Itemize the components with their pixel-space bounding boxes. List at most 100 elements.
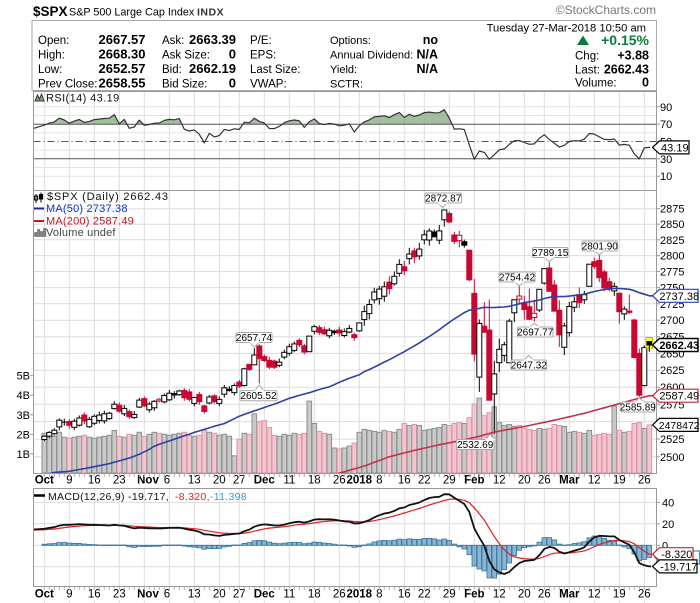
svg-text:20: 20 (662, 519, 674, 531)
svg-text:12: 12 (493, 475, 506, 487)
svg-text:22: 22 (418, 475, 431, 487)
svg-text:Feb: Feb (464, 475, 484, 487)
svg-text:0: 0 (642, 76, 649, 90)
svg-text:+0.15%: +0.15% (601, 32, 649, 48)
svg-text:20: 20 (518, 475, 531, 487)
svg-text:26: 26 (538, 475, 551, 487)
svg-text:no: no (423, 33, 439, 47)
svg-text:11: 11 (283, 475, 295, 487)
svg-text:2605.52: 2605.52 (240, 391, 277, 402)
svg-text:Oct: Oct (35, 475, 54, 487)
svg-text:Last Size:: Last Size: (250, 64, 301, 76)
svg-text:12: 12 (588, 589, 601, 601)
svg-text:EPS:: EPS: (250, 50, 276, 62)
svg-text:26: 26 (333, 589, 346, 601)
svg-text:18: 18 (308, 589, 321, 601)
svg-text:N/A: N/A (416, 62, 438, 76)
svg-text:-8.320,: -8.320, (175, 491, 210, 503)
svg-text:2B: 2B (17, 429, 30, 441)
svg-text:10: 10 (660, 171, 672, 183)
svg-text:27: 27 (233, 475, 246, 487)
svg-text:26: 26 (538, 589, 551, 601)
svg-text:26: 26 (333, 475, 346, 487)
svg-text:2532.69: 2532.69 (457, 440, 494, 451)
svg-text:Tuesday 27-Mar-2018 10:50 am: Tuesday 27-Mar-2018 10:50 am (487, 23, 646, 35)
svg-text:RSI(14) 43.19: RSI(14) 43.19 (46, 93, 120, 105)
svg-text:2754.42: 2754.42 (499, 273, 536, 284)
svg-text:-11.398: -11.398 (210, 491, 247, 503)
svg-text:High:: High: (38, 50, 65, 62)
svg-text:16: 16 (88, 475, 101, 487)
svg-text:2700: 2700 (660, 315, 684, 327)
svg-text:-8.320: -8.320 (661, 549, 692, 561)
svg-text:Low:: Low: (38, 64, 62, 76)
svg-text:Chg:: Chg: (575, 51, 599, 63)
svg-text:+3.88: +3.88 (617, 49, 649, 63)
svg-text:2662.43: 2662.43 (659, 340, 699, 352)
svg-text:9: 9 (66, 475, 72, 487)
svg-text:Ask Size:: Ask Size: (162, 50, 210, 62)
svg-text:12: 12 (588, 475, 601, 487)
svg-text:INDX: INDX (197, 7, 224, 19)
svg-text:2667.57: 2667.57 (99, 32, 146, 47)
svg-text:3B: 3B (17, 410, 30, 422)
svg-text:2662.19: 2662.19 (189, 61, 236, 76)
svg-text:43.19: 43.19 (661, 142, 689, 154)
svg-text:29: 29 (443, 589, 456, 601)
svg-text:VWAP:: VWAP: (250, 79, 287, 91)
svg-text:4B: 4B (17, 390, 30, 402)
svg-text:27: 27 (233, 589, 246, 601)
svg-text:1B: 1B (17, 449, 30, 461)
svg-text:2800: 2800 (660, 251, 684, 263)
svg-text:16: 16 (398, 475, 411, 487)
svg-text:23: 23 (113, 475, 126, 487)
svg-text:Dec: Dec (254, 475, 276, 487)
svg-text:Volume undef: Volume undef (46, 227, 116, 239)
svg-text:$SPX: $SPX (33, 4, 68, 19)
svg-text:Bid Size:: Bid Size: (162, 79, 207, 91)
svg-text:2789.15: 2789.15 (532, 248, 569, 259)
svg-text:2872.87: 2872.87 (425, 194, 462, 205)
svg-text:MA(50) 2737.38: MA(50) 2737.38 (46, 203, 128, 215)
svg-text:2801.90: 2801.90 (582, 242, 619, 253)
svg-text:2775: 2775 (660, 267, 684, 279)
svg-text:8: 8 (376, 589, 382, 601)
svg-text:P/E:: P/E: (250, 35, 272, 47)
svg-text:2587.49: 2587.49 (659, 391, 699, 403)
svg-text:5B: 5B (17, 371, 30, 383)
svg-text:MACD(12,26,9) -19.717,: MACD(12,26,9) -19.717, (48, 491, 169, 503)
svg-text:19: 19 (613, 475, 626, 487)
svg-text:2850: 2850 (660, 219, 684, 231)
svg-text:22: 22 (418, 589, 431, 601)
svg-text:N/A: N/A (416, 48, 438, 62)
svg-text:40: 40 (662, 497, 674, 509)
svg-text:Mar: Mar (559, 589, 580, 601)
svg-text:90: 90 (660, 102, 672, 114)
svg-text:Mar: Mar (559, 475, 580, 487)
svg-text:18: 18 (308, 475, 321, 487)
svg-text:0: 0 (229, 76, 236, 91)
svg-text:Options:: Options: (330, 35, 371, 47)
svg-text:16: 16 (88, 589, 101, 601)
svg-text:19: 19 (613, 589, 626, 601)
svg-text:8: 8 (376, 475, 382, 487)
svg-text:0: 0 (229, 47, 236, 62)
svg-text:26: 26 (638, 475, 651, 487)
svg-text:Annual Dividend:: Annual Dividend: (330, 50, 413, 62)
svg-text:SCTR:: SCTR: (330, 79, 363, 91)
svg-text:6: 6 (164, 589, 170, 601)
svg-text:Yield:: Yield: (330, 64, 357, 76)
svg-text:6: 6 (164, 475, 170, 487)
svg-text:30: 30 (660, 154, 672, 166)
svg-text:©StockCharts.com: ©StockCharts.com (556, 3, 656, 17)
svg-text:MA(200) 2587.49: MA(200) 2587.49 (46, 216, 134, 228)
svg-text:2018: 2018 (347, 475, 373, 487)
svg-text:29: 29 (443, 475, 456, 487)
svg-text:20: 20 (518, 589, 531, 601)
svg-text:2625: 2625 (660, 365, 684, 377)
svg-text:26: 26 (638, 589, 651, 601)
svg-text:2697.77: 2697.77 (517, 328, 554, 339)
svg-text:2737.38: 2737.38 (659, 291, 699, 303)
svg-text:2525: 2525 (660, 434, 684, 446)
svg-text:9: 9 (66, 589, 72, 601)
